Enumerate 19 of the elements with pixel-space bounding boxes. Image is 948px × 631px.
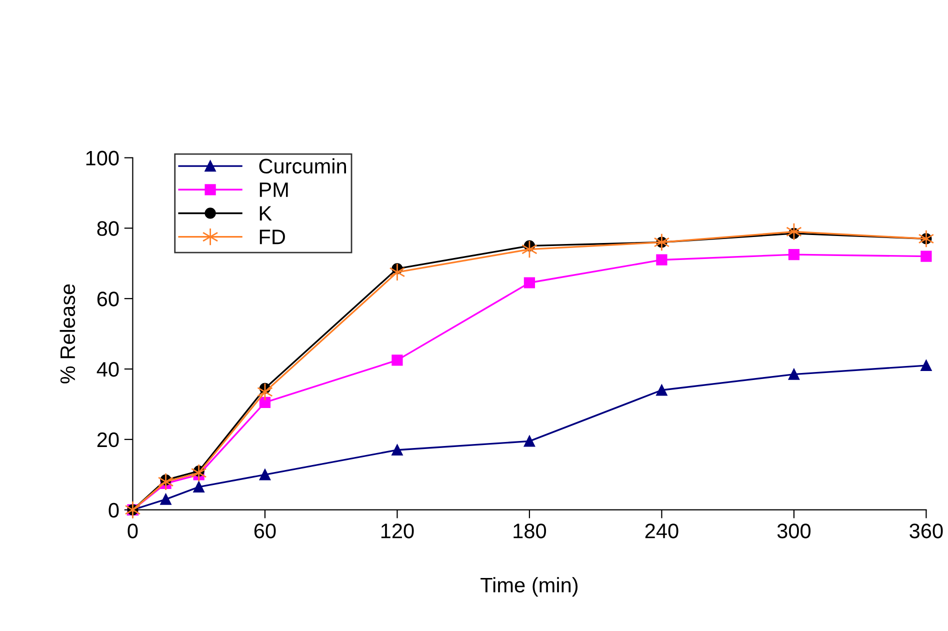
legend-label: K: [260, 206, 272, 221]
x-tick-label: 240: [645, 524, 678, 538]
y-tick-label: 60: [97, 292, 119, 306]
y-tick-label: 40: [96, 362, 119, 377]
x-tick-label: 360: [910, 524, 943, 538]
y-tick-label: 80: [97, 221, 119, 236]
x-tick-label: 60: [254, 524, 276, 538]
x-tick-label: 300: [777, 524, 811, 538]
legend-label: FD: [260, 230, 285, 244]
y-tick-label: 0: [108, 502, 119, 518]
x-tick-label: 120: [381, 524, 414, 538]
y-axis-title: % Release: [60, 284, 76, 384]
x-tick-label: 180: [514, 524, 546, 538]
y-tick-label: 20: [97, 432, 119, 448]
legend-label: PM: [260, 182, 288, 197]
legend-label: Curcumin: [259, 158, 346, 174]
x-tick-label: 0: [128, 524, 138, 538]
y-tick-label: 100: [86, 150, 119, 166]
x-axis-title: Time (min): [480, 577, 578, 597]
